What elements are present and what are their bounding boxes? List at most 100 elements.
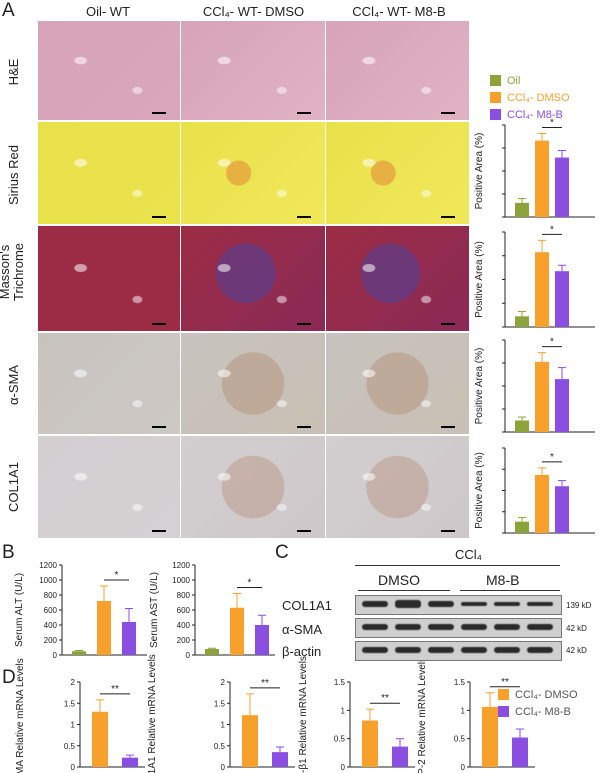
y-tick-label: 0	[341, 763, 346, 772]
y-tick-label: 200	[177, 636, 191, 645]
bar	[242, 715, 258, 767]
y-axis-label: α-SMA Relative mRNA Levels	[15, 658, 26, 773]
bar	[515, 202, 529, 217]
tile-sirius-red-col3	[326, 122, 469, 224]
y-axis-label: Positive Area (%)	[474, 452, 485, 529]
blot-strip-bactin	[355, 641, 562, 661]
bar	[515, 521, 529, 533]
blot-band	[527, 624, 553, 630]
y-axis-label: Positive Area (%)	[474, 348, 485, 425]
y-tick-label: 0	[186, 651, 191, 660]
blot-band	[527, 647, 553, 653]
blot-band	[494, 647, 520, 653]
scale-bar	[152, 426, 166, 428]
legend-swatch-dmso	[490, 92, 501, 103]
m8b-bracket	[460, 590, 560, 591]
significance-label: **	[381, 693, 389, 704]
tile-asma-col3	[326, 333, 469, 434]
bar	[97, 601, 111, 655]
y-tick-label: 0.5	[214, 742, 226, 751]
scale-bar	[297, 216, 311, 218]
blot-band	[362, 624, 388, 630]
significance-label: **	[261, 678, 269, 689]
blot-strip-asma	[355, 618, 562, 638]
bar	[92, 711, 108, 767]
scale-bar	[152, 530, 166, 532]
column-header-oil-wt: Oil- WT	[85, 4, 131, 19]
bar	[555, 271, 569, 327]
significance-label: **	[111, 684, 119, 695]
band-size-bactin: 42 kD	[566, 646, 587, 655]
blot-band	[461, 601, 487, 607]
y-tick-label: 1200	[39, 561, 57, 570]
band-size-col1a1: 139 kD	[566, 601, 592, 610]
bar	[205, 649, 219, 655]
y-tick-label: 1.5	[334, 678, 346, 687]
blot-band	[527, 601, 553, 607]
dmso-bracket	[358, 590, 450, 591]
blot-band	[461, 624, 487, 630]
tile-he-col3	[326, 21, 469, 120]
band-label-bactin: β-actin	[282, 644, 322, 659]
tile-asma-col1	[38, 333, 180, 434]
legend-item-m8b: CCl₄- M8-B	[490, 106, 570, 123]
bar	[555, 157, 569, 217]
western-treatment-label: CCl₄	[455, 547, 482, 562]
y-tick-label: 0	[71, 763, 76, 772]
bar	[515, 420, 529, 432]
blot-band	[395, 600, 421, 608]
y-tick-label: 2	[221, 678, 226, 687]
scale-bar	[297, 323, 311, 325]
legend-d-label-m8b: CCl₄- M8-B	[515, 705, 571, 718]
y-tick-label: 0.5	[334, 735, 346, 744]
bar	[535, 252, 549, 327]
scale-bar	[152, 323, 166, 325]
group-label-m8b: M8-B	[486, 572, 520, 588]
scale-bar	[297, 530, 311, 532]
group-label-dmso: DMSO	[378, 572, 420, 588]
bar	[72, 651, 86, 655]
y-tick-label: 0.5	[64, 742, 76, 751]
y-tick-label: 200	[44, 636, 58, 645]
blot-band	[494, 601, 520, 607]
y-tick-label: 2	[71, 678, 76, 687]
legend-swatch-m8b	[490, 109, 501, 120]
panel-letter-d: D	[2, 667, 16, 688]
band-size-asma: 42 kD	[566, 624, 587, 633]
legend-d: CCl₄- DMSO CCl₄- M8-B	[498, 686, 578, 720]
blot-strip-col1a1	[355, 595, 562, 615]
y-tick-label: 1000	[39, 576, 57, 585]
blot-band	[395, 624, 421, 630]
scale-bar	[441, 216, 455, 218]
y-axis-label: TIMP-2 Relative mRNA Levels	[417, 657, 428, 773]
significance-label: *	[550, 337, 554, 348]
bar	[255, 625, 269, 655]
significance-label: *	[550, 224, 554, 235]
y-tick-label: 1	[221, 721, 226, 730]
tile-col1a1-col2	[181, 436, 325, 538]
bar	[555, 379, 569, 432]
bar	[272, 752, 288, 767]
legend-d-swatch-m8b	[498, 706, 509, 717]
tile-asma-col2	[181, 333, 325, 434]
tile-col1a1-col1	[38, 436, 180, 538]
tile-sirius-red-col2	[181, 122, 325, 224]
y-axis-label: Positive Area (%)	[474, 241, 485, 318]
bar	[230, 607, 244, 655]
blot-band	[428, 647, 454, 653]
y-tick-label: 1000	[172, 576, 190, 585]
significance-label: *	[550, 117, 554, 128]
legend-swatch-oil	[490, 75, 501, 86]
y-tick-label: 1	[341, 706, 346, 715]
panel-letter-a: A	[2, 0, 15, 21]
legend-d-item-m8b: CCl₄- M8-B	[498, 703, 578, 720]
scale-bar	[297, 426, 311, 428]
y-tick-label: 0	[53, 651, 58, 660]
tile-sirius-red-col1	[38, 122, 180, 224]
scale-bar	[152, 112, 166, 114]
scale-bar	[441, 426, 455, 428]
tile-col1a1-col3	[326, 436, 469, 538]
legend-a: Oil CCl₄- DMSO CCl₄- M8-B	[490, 72, 570, 123]
scale-bar	[441, 112, 455, 114]
